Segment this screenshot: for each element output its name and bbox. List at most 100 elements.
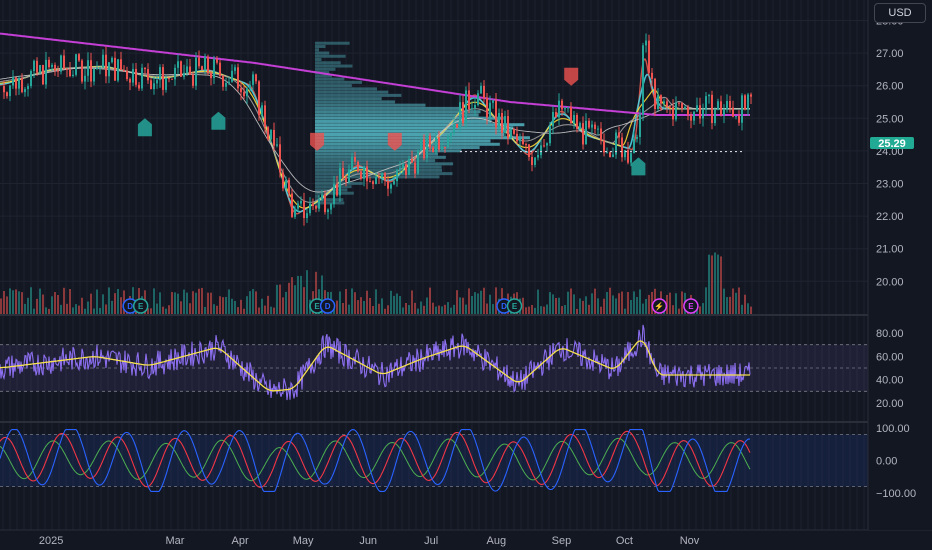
volume-bar	[375, 289, 377, 315]
candle-body	[441, 146, 443, 150]
price-scale-tick: 25.00	[876, 113, 904, 125]
price-scale-tick: 22.00	[876, 211, 904, 223]
candle-body	[516, 133, 518, 142]
volume-bar	[45, 307, 47, 315]
candle-body	[480, 85, 482, 94]
candle-body	[102, 54, 104, 68]
candle-body	[570, 107, 572, 124]
volume-bar	[177, 293, 179, 315]
volume-bar	[627, 292, 629, 315]
candle-body	[51, 64, 53, 68]
volume-bar	[750, 306, 752, 315]
candle-body	[213, 59, 215, 79]
candle-body	[207, 56, 209, 73]
volume-profile-bar	[315, 139, 491, 143]
candle-body	[180, 61, 182, 77]
candle-body	[54, 64, 56, 71]
volume-bar	[402, 307, 404, 315]
volume-profile-bar	[315, 149, 462, 153]
volume-bar	[84, 308, 86, 315]
candle-body	[453, 124, 455, 133]
candle-body	[639, 114, 641, 137]
ma200-line	[0, 32, 750, 116]
volume-bar	[672, 305, 674, 315]
candle-body	[738, 115, 740, 123]
volume-bar	[264, 305, 266, 315]
event-markers[interactable]: D E E D D E ⚡ E	[122, 298, 699, 314]
candle-body	[534, 157, 536, 165]
candle-body	[630, 153, 632, 163]
candle-body	[648, 40, 650, 73]
volume-bar	[618, 293, 620, 315]
volume-profile-bar	[315, 58, 322, 62]
volume-profile-bar	[315, 87, 377, 91]
sell-signal-marker	[564, 67, 579, 86]
time-axis-tick: Oct	[616, 535, 633, 547]
volume-bar	[0, 298, 2, 315]
price-scale-background[interactable]	[868, 0, 932, 530]
volume-bar	[543, 306, 545, 315]
candle-body	[162, 67, 164, 90]
candle-body	[414, 162, 416, 174]
sell-signal-marker	[387, 132, 402, 151]
volume-bar	[252, 289, 254, 315]
candle-body	[270, 129, 272, 140]
time-axis-tick: Sep	[552, 535, 572, 547]
volume-bar	[600, 306, 602, 315]
volume-bar	[33, 308, 35, 315]
candle-body	[297, 203, 299, 209]
volume-profile-bar	[315, 110, 481, 114]
candle-body	[513, 128, 515, 134]
volume-bar	[444, 304, 446, 315]
volume-bar	[9, 288, 11, 315]
volume-profile-bar	[315, 74, 332, 78]
candle-body	[378, 176, 380, 178]
volume-bar	[108, 287, 110, 315]
candle-body	[246, 88, 248, 97]
volume-bar	[279, 284, 281, 315]
candle-body	[336, 183, 338, 196]
volume-bar	[303, 287, 305, 315]
volume-bar	[456, 290, 458, 315]
rsi-ma-line	[0, 340, 750, 392]
candle-body	[657, 95, 659, 109]
volume-bar	[441, 306, 443, 315]
candle-body	[489, 102, 491, 118]
candle-body	[678, 102, 680, 104]
volume-profile-bar	[315, 129, 511, 133]
volume-bar	[486, 303, 488, 315]
time-axis-tick: 2025	[39, 535, 63, 547]
candle-body	[156, 80, 158, 84]
candle-body	[618, 132, 620, 138]
candle-body	[288, 179, 290, 194]
time-axis-tick: Jul	[424, 535, 438, 547]
time-axis-labels[interactable]: 2025 Mar Apr May Jun Jul Aug Sep Oct Nov	[39, 535, 700, 547]
candle-body	[324, 194, 326, 213]
volume-bar	[294, 285, 296, 315]
volume-profile-bar	[315, 198, 344, 202]
volume-bar	[6, 296, 8, 315]
candle-body	[504, 116, 506, 133]
candle-body	[228, 81, 230, 84]
volume-bar	[90, 293, 92, 315]
volume-bar	[636, 296, 638, 315]
volume-bar	[42, 294, 44, 315]
candle-body	[267, 127, 269, 140]
volume-profile-bar	[315, 54, 346, 58]
candle-body	[135, 68, 137, 85]
volume-bar	[381, 298, 383, 315]
volume-bar	[231, 298, 233, 315]
candle-body	[93, 68, 95, 82]
candle-body	[603, 140, 605, 153]
volume-bar	[63, 287, 65, 315]
candle-body	[708, 94, 710, 97]
currency-button[interactable]: USD	[874, 3, 926, 23]
candle-body	[6, 92, 8, 97]
candle-body	[300, 200, 302, 204]
volume-bar	[675, 293, 677, 315]
volume-bar	[417, 308, 419, 315]
candle-body	[183, 72, 185, 77]
volume-bar	[609, 287, 611, 315]
candle-body	[417, 150, 419, 174]
